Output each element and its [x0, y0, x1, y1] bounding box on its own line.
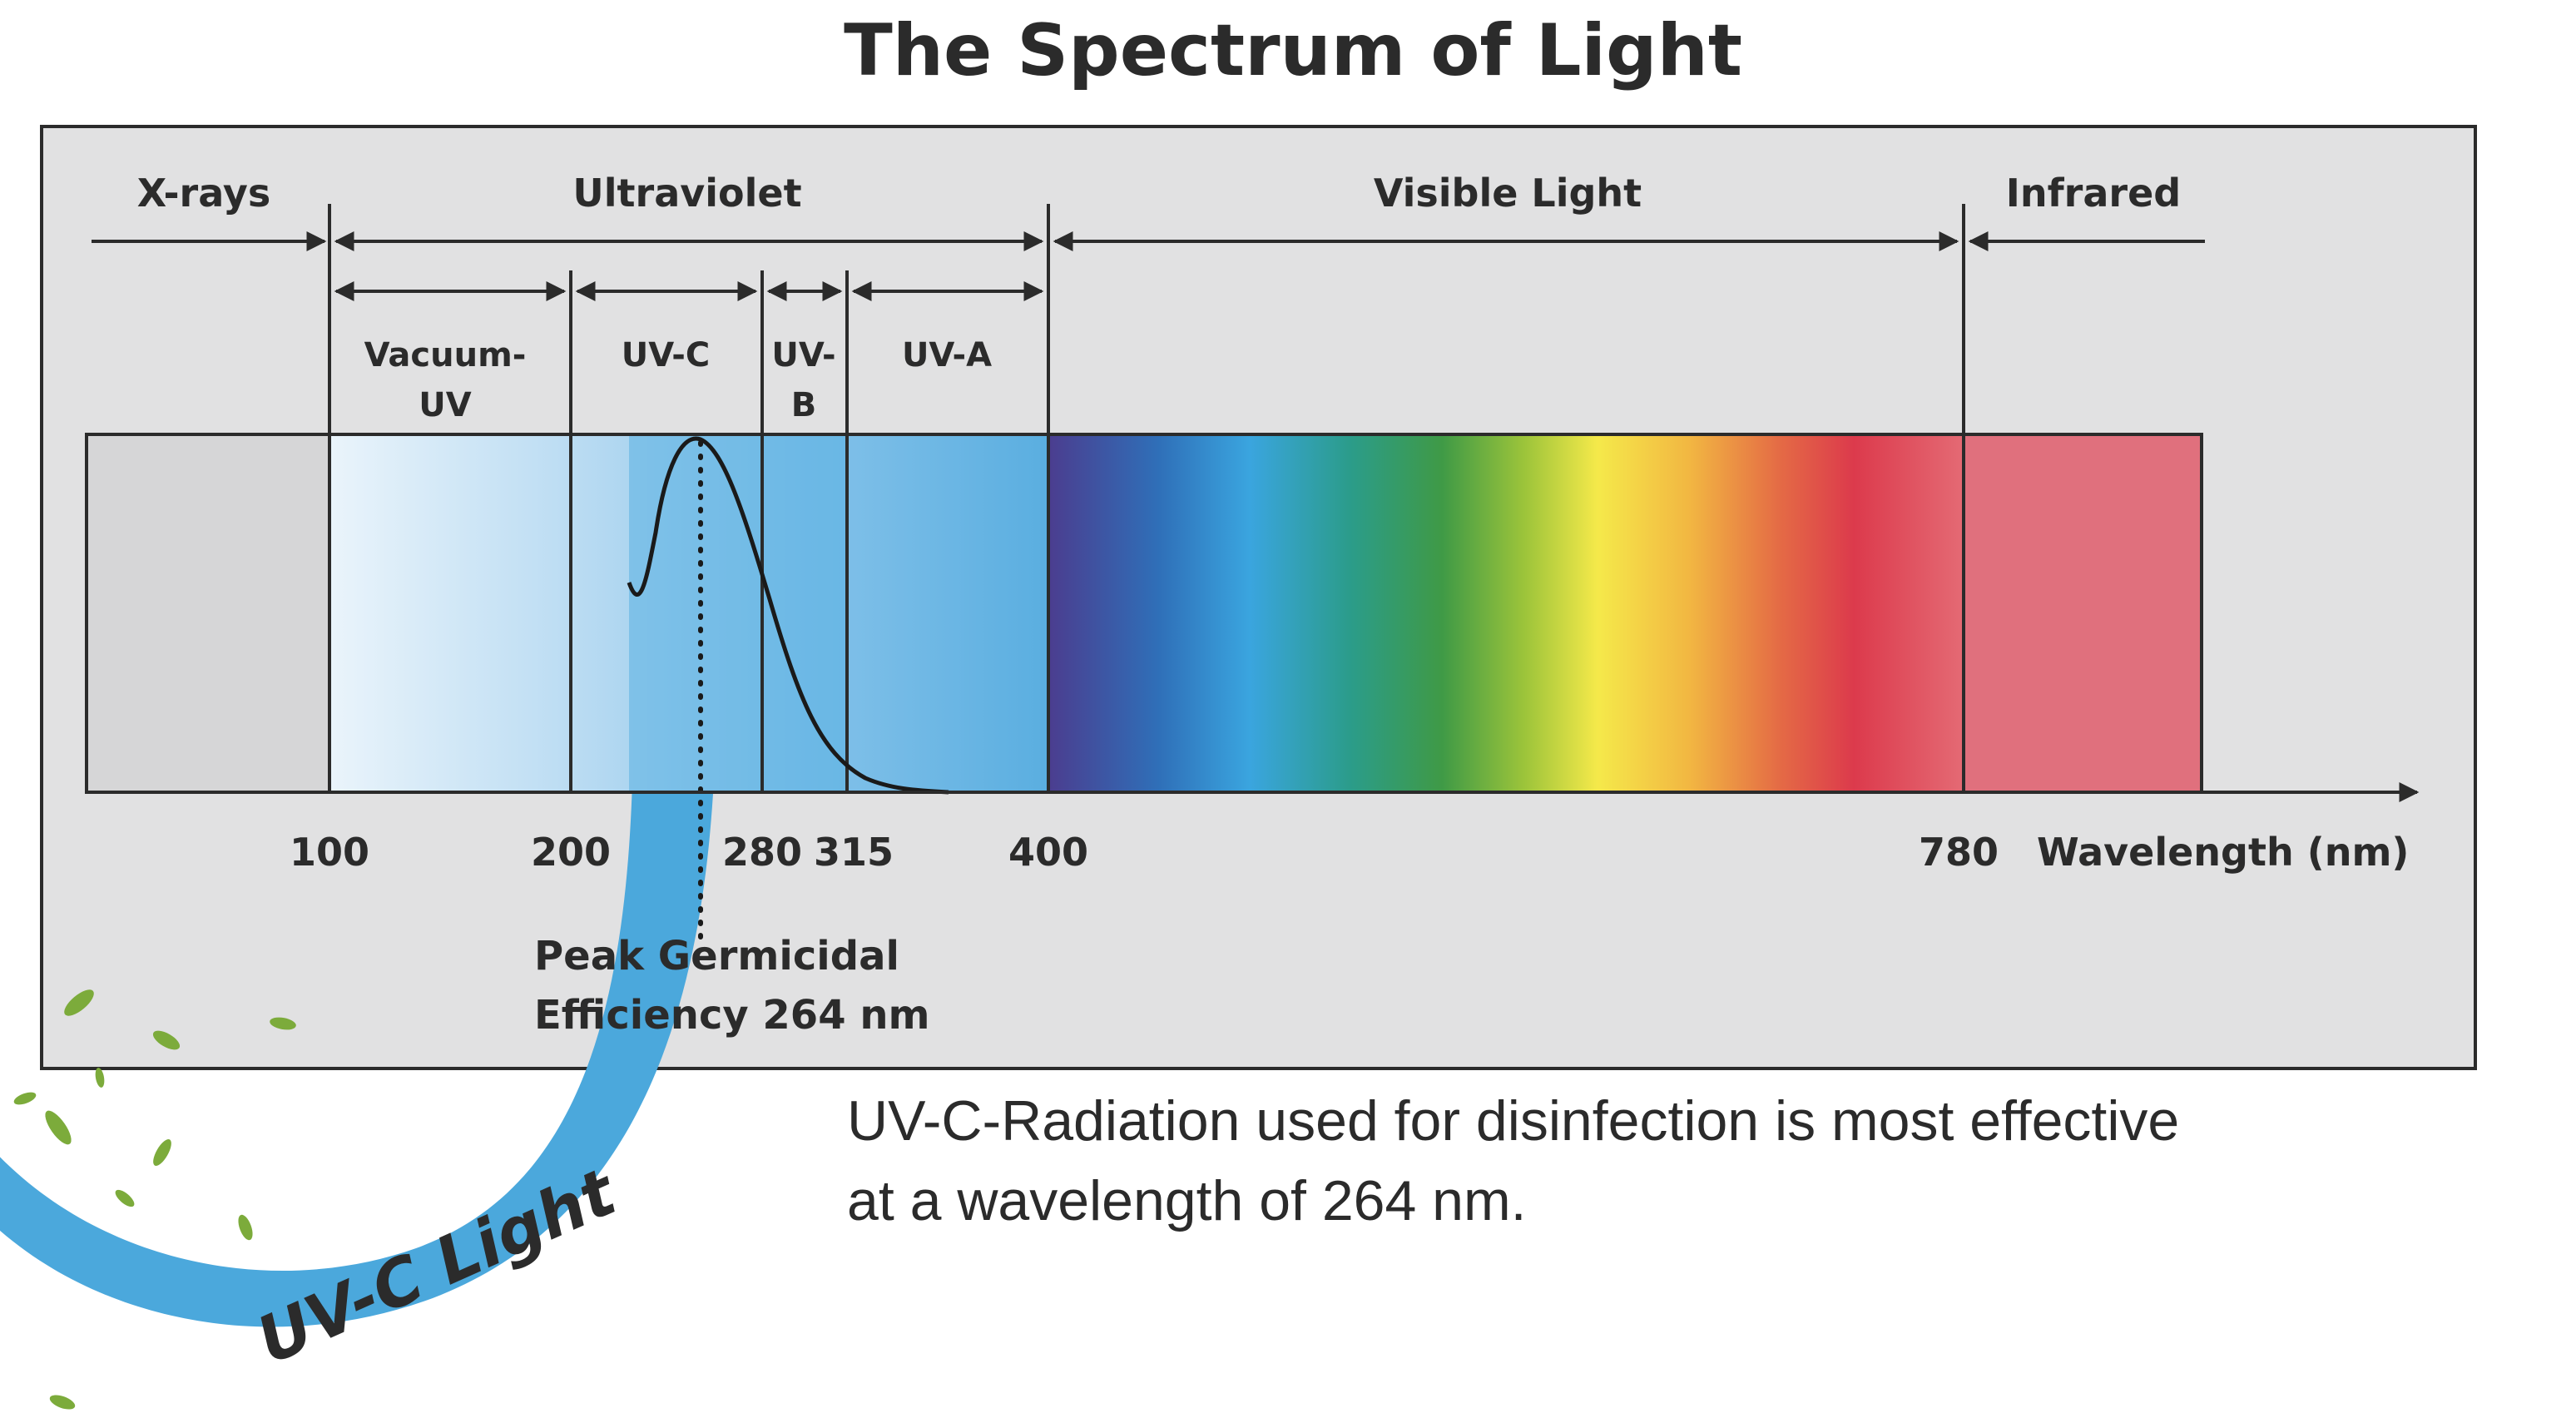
germicidal-curve — [627, 436, 949, 795]
visible-band-fill — [1048, 434, 1964, 792]
tick-label-200: 200 — [531, 830, 611, 875]
leaf-decoration — [13, 989, 296, 1410]
subband-label-vacuum-uv-line1: Vacuum- — [364, 336, 527, 374]
diagram-title: The Spectrum of Light — [844, 9, 1742, 92]
tick-label-280: 280 — [722, 830, 802, 875]
subband-label-uv-b-line1: UV- — [771, 336, 835, 374]
band-label-ultraviolet: Ultraviolet — [572, 171, 801, 216]
peak-label-line2: Efficiency 264 nm — [534, 992, 930, 1039]
caption-line1: UV-C-Radiation used for disinfection is … — [847, 1089, 2179, 1153]
tick-label-100: 100 — [290, 830, 369, 875]
infrared-band-fill — [1964, 434, 2202, 792]
band-label-infrared: Infrared — [2006, 171, 2181, 216]
tick-label-780: 780 — [1919, 830, 1999, 875]
subband-label-uv-b-line2: B — [791, 386, 817, 424]
uv-c-highlight — [629, 434, 845, 792]
tick-label-315: 315 — [814, 830, 894, 875]
xray-block — [87, 434, 329, 792]
subband-label-vacuum-uv-line2: UV — [419, 386, 471, 424]
subband-label-uv-c: UV-C — [622, 336, 710, 374]
subband-label-uv-a: UV-A — [902, 336, 992, 374]
tick-label-400: 400 — [1008, 830, 1088, 875]
caption-line2: at a wavelength of 264 nm. — [847, 1169, 1527, 1232]
axis-label: Wavelength (nm) — [2037, 830, 2409, 875]
band-label-xrays: X-rays — [137, 171, 270, 216]
uv-c-light-label: UV-C Light — [246, 1154, 628, 1379]
band-label-visible: Visible Light — [1374, 171, 1642, 216]
peak-label-line1: Peak Germicidal — [534, 933, 899, 979]
boundary-lines — [328, 204, 1965, 792]
